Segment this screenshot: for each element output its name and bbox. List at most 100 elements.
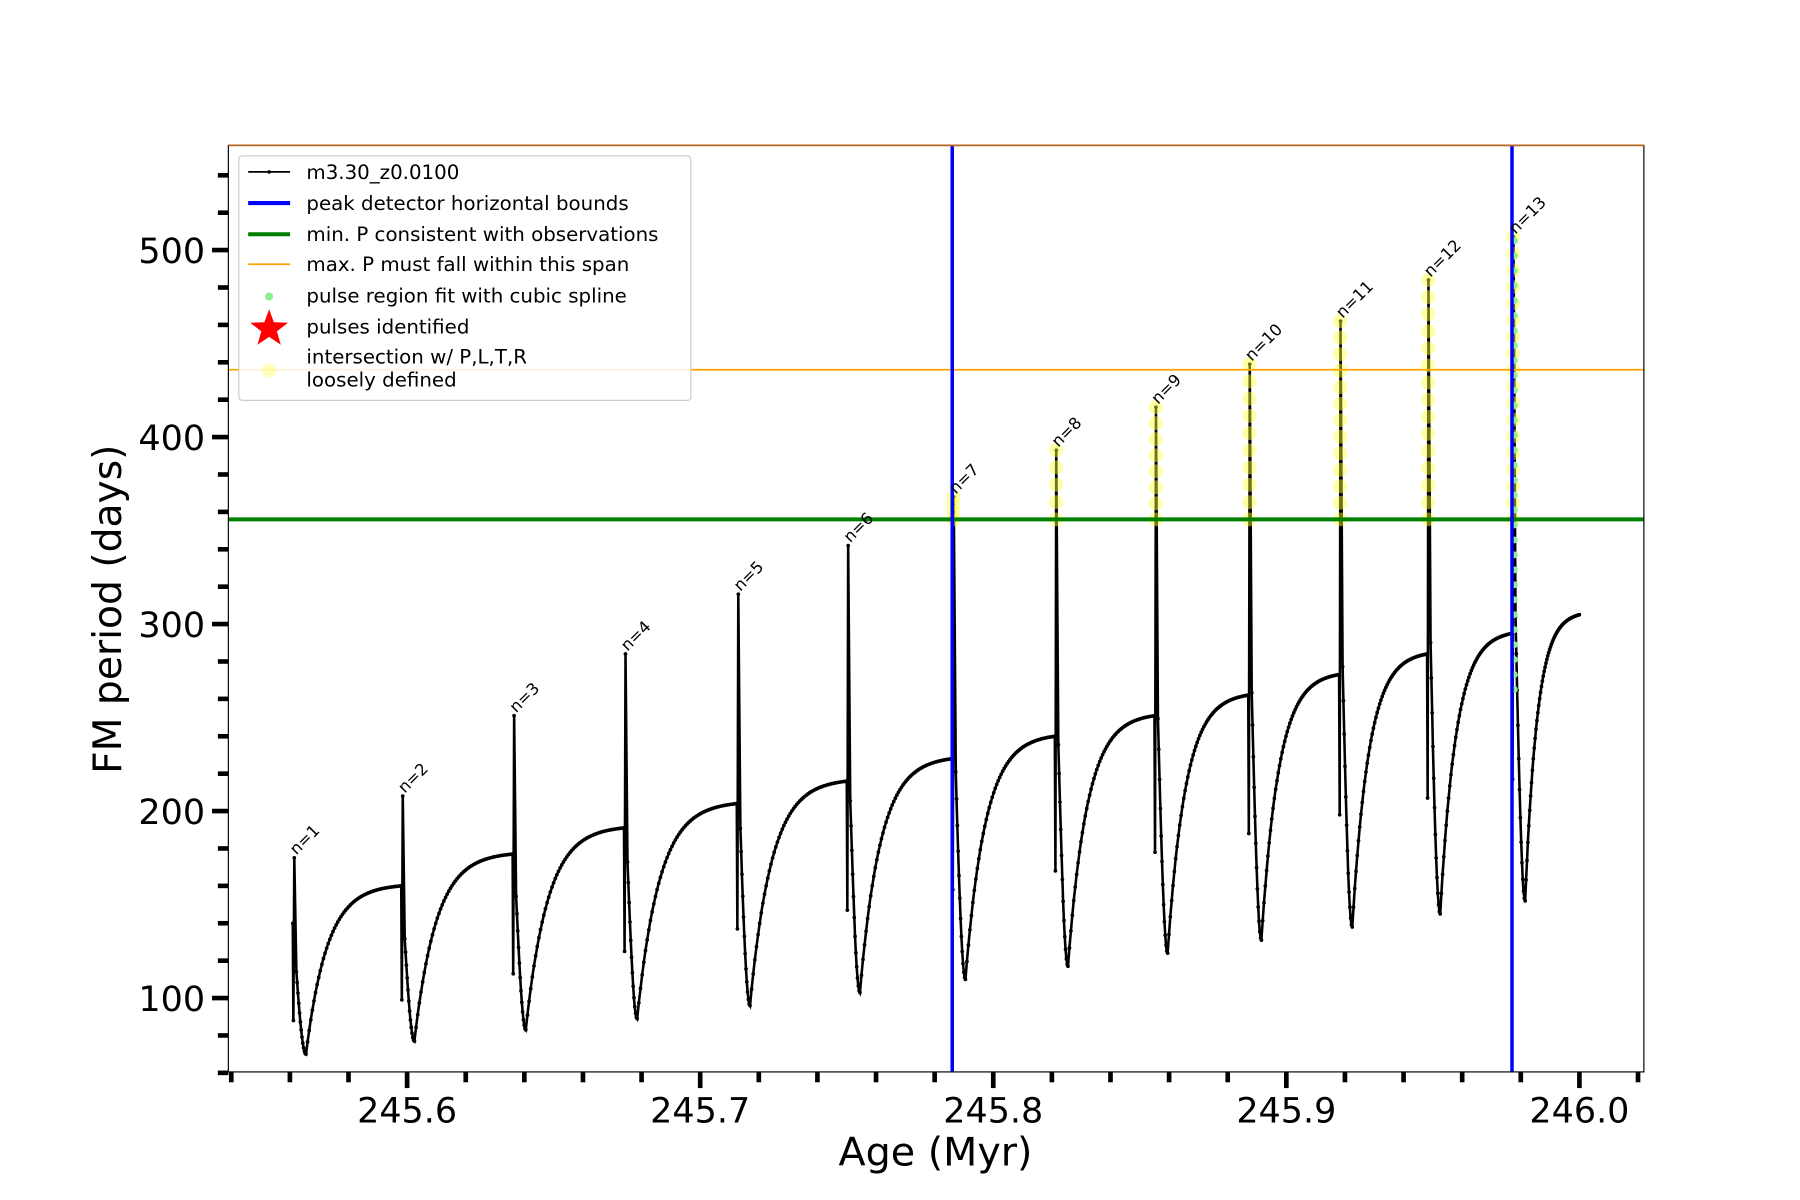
series-point — [548, 890, 553, 894]
series-point — [1371, 726, 1376, 730]
series-point — [623, 652, 628, 656]
series-point — [1187, 768, 1191, 773]
legend-label: intersection w/ P,L,T,R — [306, 346, 527, 369]
series-point — [978, 847, 983, 852]
series-point — [1337, 672, 1341, 677]
series-point — [530, 975, 535, 979]
series-point — [868, 894, 873, 898]
legend-label: peak detector horizontal bounds — [306, 192, 628, 215]
series-point — [1163, 933, 1168, 938]
series-point — [1517, 787, 1522, 792]
intersection-circle — [1048, 477, 1063, 492]
series-point — [885, 815, 890, 820]
series-point — [650, 910, 654, 914]
series-point — [739, 849, 744, 854]
series-point — [1271, 806, 1275, 811]
series-point — [1058, 800, 1062, 804]
series-point — [519, 1000, 524, 1005]
series-point — [735, 927, 740, 931]
series-point — [533, 954, 538, 958]
series-point — [956, 849, 961, 854]
series-point — [1052, 734, 1057, 739]
legend-label: pulses identified — [306, 316, 469, 339]
series-point — [1351, 905, 1356, 909]
series-point — [1276, 771, 1281, 775]
series-point — [757, 921, 762, 926]
series-point — [984, 817, 989, 822]
series-point — [1539, 684, 1544, 689]
series-point — [1064, 956, 1069, 961]
series-point — [1377, 702, 1382, 706]
series-point — [442, 899, 446, 903]
series-point — [1167, 932, 1171, 937]
series-point — [1544, 661, 1548, 665]
series-point — [515, 929, 520, 933]
series-point — [300, 1041, 305, 1045]
series-point — [1281, 744, 1286, 749]
series-point — [661, 864, 666, 869]
legend-label: m3.30_z0.0100 — [306, 161, 459, 184]
series-point — [525, 1013, 530, 1017]
series-point — [518, 975, 523, 980]
series-point — [1545, 654, 1550, 658]
series-point — [767, 869, 772, 873]
series-point — [1060, 877, 1065, 882]
series-point — [404, 963, 409, 968]
series-point — [968, 927, 972, 932]
series-point — [770, 856, 775, 860]
intersection-circle — [1421, 290, 1436, 305]
series-point — [292, 855, 297, 860]
series-point — [1054, 448, 1059, 453]
series-point — [987, 805, 992, 810]
series-point — [1179, 813, 1183, 818]
series-point — [965, 959, 969, 964]
series-point — [752, 957, 757, 962]
series-point — [1164, 943, 1168, 948]
series-point — [1457, 713, 1462, 718]
series-point — [1366, 753, 1371, 757]
legend-label: pulse region fit with cubic spline — [306, 284, 626, 307]
intersection-circle — [1421, 409, 1436, 424]
pulse-label: n=2 — [394, 759, 432, 796]
pulse-label: n=1 — [286, 821, 324, 858]
series-point — [424, 961, 428, 966]
series-point — [446, 889, 451, 893]
series-point — [1000, 769, 1005, 774]
series-point — [1252, 785, 1257, 790]
intersection-circle — [1421, 375, 1436, 390]
series-point — [773, 845, 778, 849]
series-point — [976, 856, 981, 861]
series-point — [1259, 938, 1264, 942]
series-point — [1354, 869, 1358, 874]
series-point — [988, 800, 993, 805]
series-point — [1462, 691, 1466, 696]
series-point — [783, 820, 788, 825]
series-point — [1079, 840, 1083, 844]
series-point — [668, 847, 673, 852]
series-point — [527, 999, 531, 1004]
series-point — [1379, 698, 1383, 702]
series-point — [433, 921, 438, 926]
series-point — [551, 880, 556, 885]
series-point — [410, 1031, 414, 1036]
series-point — [1369, 738, 1373, 743]
series-point — [671, 841, 676, 845]
series-point — [1435, 875, 1439, 880]
series-point — [1246, 831, 1251, 836]
series-point — [772, 850, 777, 855]
series-point — [559, 863, 564, 867]
pulse-label: n=5 — [730, 557, 768, 594]
series-point — [310, 1008, 315, 1012]
series-point — [1257, 929, 1262, 934]
series-point — [961, 961, 965, 966]
series-point — [312, 999, 316, 1003]
series-point — [1464, 682, 1469, 687]
x-tick-label: 245.8 — [943, 1092, 1043, 1132]
series-point — [646, 927, 651, 932]
series-point — [1357, 825, 1362, 829]
intersection-circle — [1333, 495, 1348, 510]
series-point — [1246, 693, 1251, 697]
series-point — [622, 949, 627, 954]
series-point — [736, 592, 741, 597]
